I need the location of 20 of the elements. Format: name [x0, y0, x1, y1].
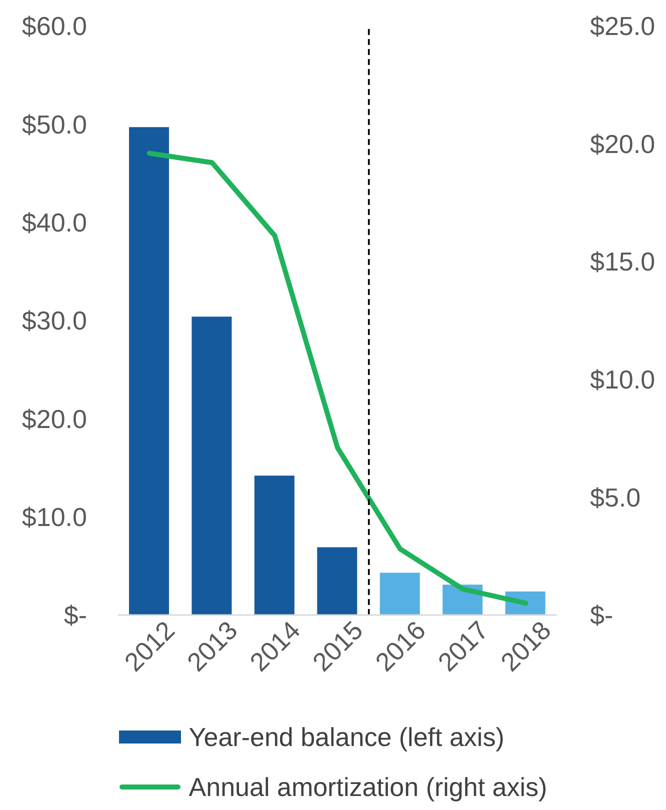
y-tick-label: $30.0	[22, 306, 87, 336]
bar	[380, 572, 420, 615]
y2-tick-label: $-	[590, 600, 614, 630]
bar	[192, 316, 232, 615]
legend-label: Year-end balance (left axis)	[188, 722, 504, 752]
y2-tick-label: $15.0	[590, 246, 656, 277]
y2-tick-label: $20.0	[590, 128, 656, 159]
y-tick-label: $20.0	[22, 404, 87, 434]
y-tick-label: $40.0	[22, 207, 87, 238]
bar	[317, 547, 358, 615]
bar	[254, 476, 294, 615]
y-tick-label: $60.0	[22, 11, 87, 42]
y-tick-label: $-	[64, 600, 87, 630]
y-tick-label: $50.0	[22, 109, 87, 140]
bar	[129, 127, 169, 615]
y2-tick-label: $25.0	[590, 11, 656, 42]
y2-tick-label: $5.0	[590, 482, 641, 512]
legend-label: Annual amortization (right axis)	[188, 772, 548, 802]
y-tick-label: $10.0	[22, 502, 87, 532]
y2-tick-label: $10.0	[590, 364, 656, 394]
